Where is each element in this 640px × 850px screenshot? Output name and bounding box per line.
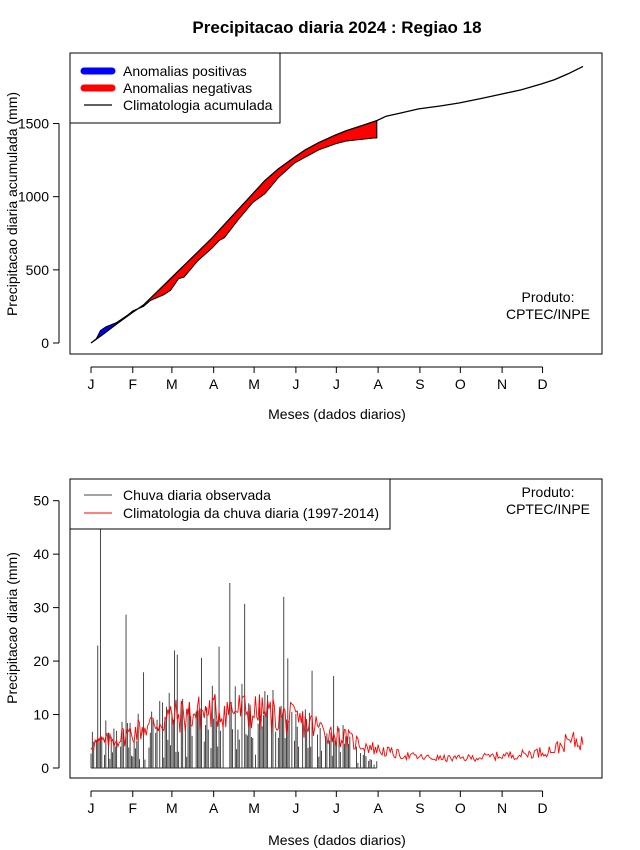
top-x-tick-label: J xyxy=(88,376,95,392)
top-y-axis-label: Precipitacao diaria acumulada (mm) xyxy=(4,92,20,316)
bottom-y-axis-label: Precipitacao diaria (mm) xyxy=(4,552,20,704)
top-x-tick-label: S xyxy=(415,376,424,392)
bottom-y-tick-label: 10 xyxy=(33,707,49,723)
bottom-x-tick-label: M xyxy=(248,800,260,816)
legend-label-positive: Anomalias positivas xyxy=(123,63,247,79)
bottom-x-tick-label: F xyxy=(129,800,138,816)
bottom-y-tick-label: 40 xyxy=(33,546,49,562)
top-y-tick-label: 500 xyxy=(26,262,50,278)
top-y-tick-label: 1000 xyxy=(18,189,49,205)
top-x-tick-label: J xyxy=(333,376,340,392)
top-y-tick-label: 1500 xyxy=(18,116,49,132)
top-x-axis-label: Meses (dados diarios) xyxy=(268,406,406,422)
bottom-x-tick-label: D xyxy=(537,800,547,816)
daily-climatology-line xyxy=(90,693,584,763)
top-x-tick-label: N xyxy=(497,376,507,392)
bottom-x-tick-label: N xyxy=(497,800,507,816)
bottom-x-tick-label: A xyxy=(209,800,219,816)
top-product-label: Produto: xyxy=(522,289,575,305)
bottom-x-tick-label: J xyxy=(333,800,340,816)
top-y-tick-label: 0 xyxy=(41,335,49,351)
legend-label-negative: Anomalias negativas xyxy=(123,80,252,96)
top-x-tick-label: A xyxy=(373,376,383,392)
top-x-tick-label: M xyxy=(248,376,260,392)
bottom-product-label: Produto: xyxy=(522,484,575,500)
top-product-source: CPTEC/INPE xyxy=(506,306,590,322)
bottom-product-source: CPTEC/INPE xyxy=(506,501,590,517)
top-x-tick-label: F xyxy=(129,376,138,392)
bottom-x-tick-label: J xyxy=(88,800,95,816)
bottom-legend: Chuva diaria observada Climatologia da c… xyxy=(69,478,391,530)
top-x-tick-label: M xyxy=(166,376,178,392)
top-x-tick-label: J xyxy=(292,376,299,392)
bottom-x-tick-label: M xyxy=(166,800,178,816)
bottom-x-axis-label: Meses (dados diarios) xyxy=(268,832,406,848)
legend-label-climatology: Climatologia acumulada xyxy=(123,97,273,113)
top-x-tick-label: A xyxy=(209,376,219,392)
observed-cumulative-line xyxy=(90,137,377,344)
bottom-x-tick-label: O xyxy=(455,800,466,816)
climatology-cumulative-line xyxy=(90,65,584,344)
bottom-y-tick-label: 20 xyxy=(33,653,49,669)
chart-title: Precipitacao diaria 2024 : Regiao 18 xyxy=(192,18,481,37)
bottom-y-tick-label: 0 xyxy=(41,760,49,776)
top-x-tick-label: O xyxy=(455,376,466,392)
bottom-x-tick-label: S xyxy=(415,800,424,816)
bottom-x-tick-label: J xyxy=(292,800,299,816)
top-plot-frame xyxy=(69,52,603,355)
bottom-legend-box xyxy=(69,478,391,530)
top-x-tick-label: D xyxy=(537,376,547,392)
negative-anomaly-area xyxy=(139,120,378,309)
bottom-y-tick-label: 30 xyxy=(33,600,49,616)
bottom-x-tick-label: A xyxy=(373,800,383,816)
top-legend: Anomalias positivas Anomalias negativas … xyxy=(69,52,281,124)
legend-label-observed: Chuva diaria observada xyxy=(123,487,271,503)
legend-label-daily-climatology: Climatologia da chuva diaria (1997-2014) xyxy=(123,505,379,521)
bottom-y-tick-label: 50 xyxy=(33,493,49,509)
